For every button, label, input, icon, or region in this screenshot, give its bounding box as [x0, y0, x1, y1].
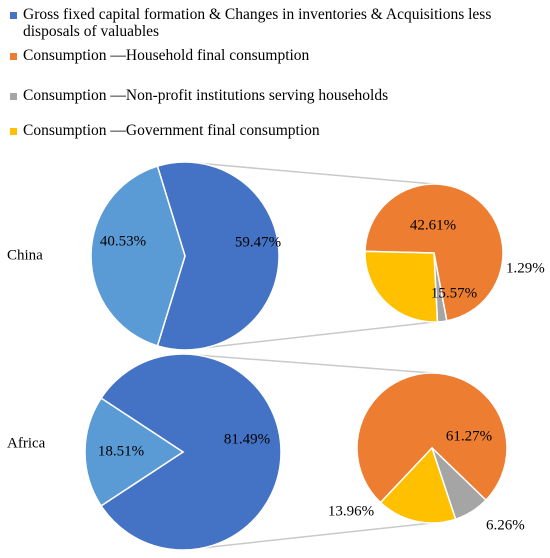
legend-swatch — [10, 53, 17, 60]
africa-slice-consumption — [84, 397, 185, 507]
china-label-nonprofit: 1.29% — [506, 260, 545, 276]
africa-slice-government — [379, 446, 457, 524]
africa-label-government: 13.96% — [328, 503, 374, 519]
legend-label: Consumption —Non-profit institutions ser… — [23, 87, 389, 104]
legend-swatch — [10, 12, 17, 19]
africa-row-label: Africa — [7, 435, 46, 451]
legend-item-household: Consumption —Household final consumption — [10, 47, 309, 64]
china-slice-consumption — [90, 165, 186, 347]
china-label-government: 15.57% — [431, 285, 477, 301]
legend-label: Gross fixed capital formation & Changes … — [23, 6, 492, 40]
africa-slice-household — [356, 372, 508, 504]
legend-label: Consumption —Household final consumption — [23, 47, 310, 64]
africa-label-capital-formation: 81.49% — [224, 431, 270, 447]
legend-swatch — [10, 93, 17, 100]
africa-slice-capital-formation — [100, 353, 282, 551]
legend-item-government: Consumption —Government final consumptio… — [10, 122, 320, 139]
china-slice-capital-formation — [156, 161, 280, 351]
china-label-household: 42.61% — [410, 217, 456, 233]
connector-line-bottom — [182, 522, 433, 551]
connector-line-top — [182, 353, 433, 374]
legend-swatch — [10, 128, 17, 135]
legend-label: Consumption —Government final consumptio… — [23, 122, 320, 139]
china-slice-government — [364, 250, 439, 323]
africa-label-consumption: 18.51% — [98, 443, 144, 459]
connector-line-bottom — [184, 321, 435, 351]
legend-item-gross-fixed-capital: Gross fixed capital formation & Changes … — [10, 6, 545, 40]
china-row-label: China — [7, 247, 43, 263]
africa-label-nonprofit: 6.26% — [486, 517, 525, 533]
africa-label-household: 61.27% — [446, 428, 492, 444]
china-label-capital-formation: 59.47% — [235, 234, 281, 250]
china-label-consumption: 40.53% — [100, 233, 146, 249]
legend-item-nonprofit: Consumption —Non-profit institutions ser… — [10, 87, 388, 104]
connector-line-top — [184, 161, 435, 185]
